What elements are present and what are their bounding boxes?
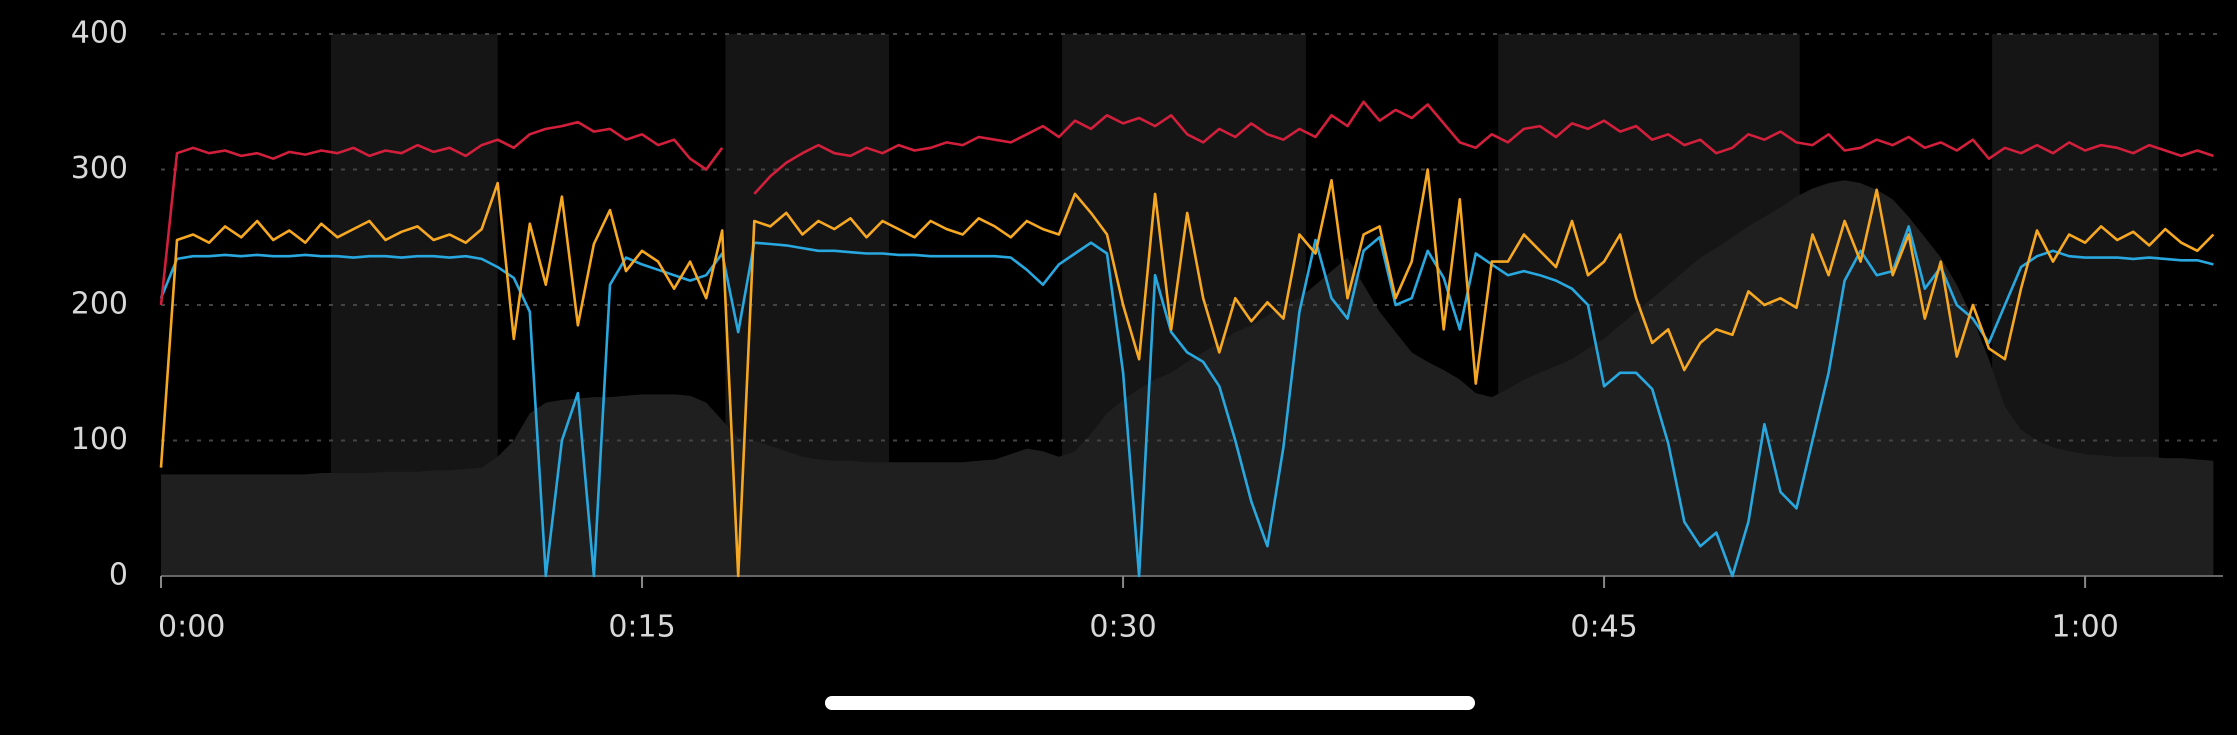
x-tick-label: 0:30 (1089, 610, 1156, 645)
x-tick-label: 0:45 (1570, 610, 1637, 645)
y-tick-label: 0 (109, 558, 128, 593)
home-indicator (825, 696, 1475, 710)
x-tick-label: 0:00 (158, 610, 225, 645)
x-tick-label: 0:15 (608, 610, 675, 645)
y-tick-label: 400 (71, 16, 128, 51)
y-tick-label: 300 (71, 151, 128, 186)
area (161, 180, 2214, 577)
x-tick-label: 1:00 (2051, 610, 2118, 645)
y-tick-label: 200 (71, 287, 128, 322)
line (159, 100, 2214, 306)
line (159, 225, 2214, 578)
y-tick-label: 100 (71, 422, 128, 457)
line (159, 168, 2215, 578)
